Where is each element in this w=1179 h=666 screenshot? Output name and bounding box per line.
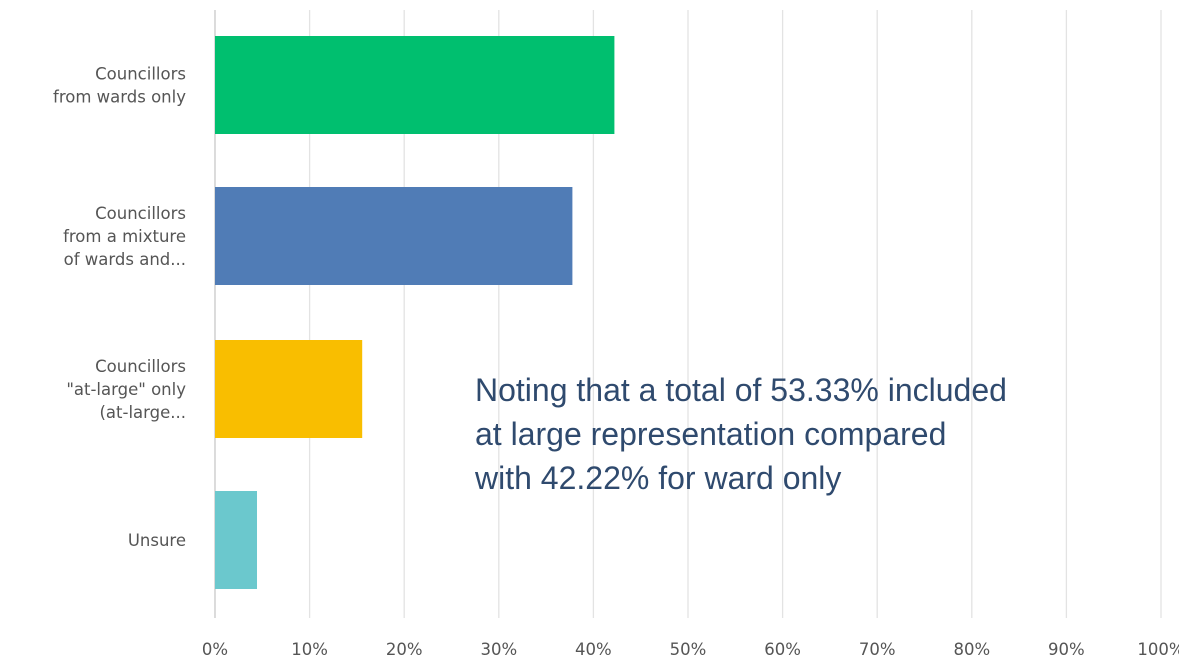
category-label: (at-large... — [99, 403, 186, 422]
x-tick-label: 10% — [291, 640, 328, 659]
bar-1 — [215, 36, 615, 134]
category-label: Councillors — [95, 65, 186, 84]
category-label: from wards only — [53, 88, 186, 107]
annotation-line-2: at large representation compared — [475, 416, 947, 452]
x-tick-label: 60% — [764, 640, 801, 659]
x-tick-label: 70% — [859, 640, 896, 659]
annotation-note: Noting that a total of 53.33% included a… — [475, 368, 1165, 500]
x-tick-label: 50% — [670, 640, 707, 659]
annotation-line-3: with 42.22% for ward only — [475, 460, 842, 496]
bar-3 — [215, 340, 363, 438]
category-label: Councillors — [95, 204, 186, 223]
category-label: of wards and... — [64, 250, 186, 269]
x-tick-label: 20% — [386, 640, 423, 659]
bar-2 — [215, 187, 573, 285]
bars — [215, 36, 615, 589]
x-tick-label: 90% — [1048, 640, 1085, 659]
x-tick-label: 40% — [575, 640, 612, 659]
category-label: from a mixture — [63, 227, 186, 246]
category-label: Unsure — [128, 531, 186, 550]
x-tick-label: 0% — [202, 640, 228, 659]
category-labels: Councillors from wards only Councillors fro… — [53, 65, 186, 551]
x-tick-label: 30% — [480, 640, 517, 659]
x-axis-ticks: 0% 10% 20% 30% 40% 50% 60% 70% 80% 90% 100% — [202, 640, 1179, 659]
x-tick-label: 100% — [1137, 640, 1179, 659]
annotation-line-1: Noting that a total of 53.33% included — [475, 372, 1007, 408]
category-label: "at-large" only — [66, 380, 186, 399]
category-label: Councillors — [95, 357, 186, 376]
x-tick-label: 80% — [953, 640, 990, 659]
bar-4 — [215, 491, 258, 589]
